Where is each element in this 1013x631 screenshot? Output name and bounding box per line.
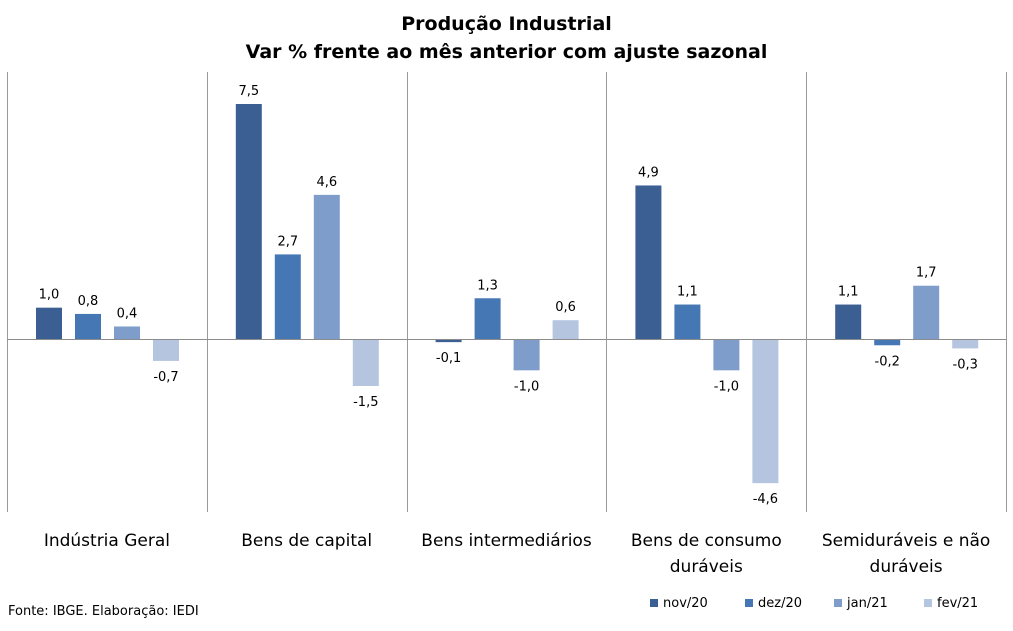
data-label: -1,0: [514, 379, 539, 394]
bar: [713, 339, 740, 371]
legend-label: jan/21: [847, 596, 888, 611]
chart-subtitle: Var % frente ao mês anterior com ajuste …: [245, 41, 768, 63]
data-label: -1,5: [353, 395, 378, 410]
data-label: 1,1: [838, 285, 859, 300]
data-label: -4,6: [753, 492, 778, 507]
bar: [313, 194, 340, 339]
category-label: Semiduráveis e não duráveis: [822, 531, 990, 577]
category-label: Bens intermediários: [421, 531, 592, 551]
bar: [635, 185, 662, 339]
bar: [153, 339, 179, 361]
legend-item: jan/21: [834, 596, 888, 611]
data-label: -1,0: [714, 379, 739, 394]
data-label: 0,6: [555, 300, 576, 315]
category-label: Indústria Geral: [44, 531, 170, 551]
bar: [952, 339, 979, 349]
data-label: 7,5: [238, 84, 259, 99]
chart-title: Produção Industrial: [401, 13, 612, 35]
bar: [552, 320, 579, 339]
legend-label: dez/20: [758, 596, 802, 611]
bar: [752, 339, 779, 484]
bar: [874, 339, 901, 346]
bar: [274, 254, 301, 339]
bar: [75, 313, 101, 339]
data-label: 2,7: [277, 234, 298, 249]
data-label: -0,7: [153, 370, 178, 385]
legend-swatch: [745, 598, 753, 607]
data-label: -0,1: [436, 351, 461, 366]
bar: [114, 326, 140, 339]
data-label: 1,3: [477, 278, 498, 293]
bar: [474, 298, 501, 339]
bar: [913, 285, 940, 339]
legend-item: nov/20: [650, 596, 708, 611]
category-label: Bens de capital: [241, 531, 372, 551]
legend-swatch: [834, 598, 842, 607]
legend-item: fev/21: [924, 596, 978, 611]
legend-item: dez/20: [745, 596, 802, 611]
source-note: Fonte: IBGE. Elaboração: IEDI: [8, 604, 199, 619]
bar: [513, 339, 540, 371]
data-label: 0,8: [78, 294, 99, 309]
bar: [352, 339, 379, 386]
data-label: -0,2: [875, 354, 900, 369]
bar: [835, 304, 862, 339]
data-label: 1,7: [916, 266, 937, 281]
bar: [435, 339, 462, 343]
bar: [674, 304, 701, 339]
legend-label: nov/20: [663, 596, 708, 611]
data-label: 4,6: [316, 175, 337, 190]
data-label: 1,1: [677, 285, 698, 300]
legend-swatch: [924, 598, 932, 607]
data-label: 4,9: [638, 165, 659, 180]
data-label: 0,4: [117, 306, 138, 321]
bar: [235, 104, 262, 339]
data-label: 1,0: [39, 288, 60, 303]
data-label: -0,3: [953, 357, 978, 372]
legend-label: fev/21: [937, 596, 979, 611]
legend-swatch: [650, 598, 658, 607]
category-label: Bens de consumo duráveis: [631, 531, 782, 577]
bar: [36, 307, 62, 339]
